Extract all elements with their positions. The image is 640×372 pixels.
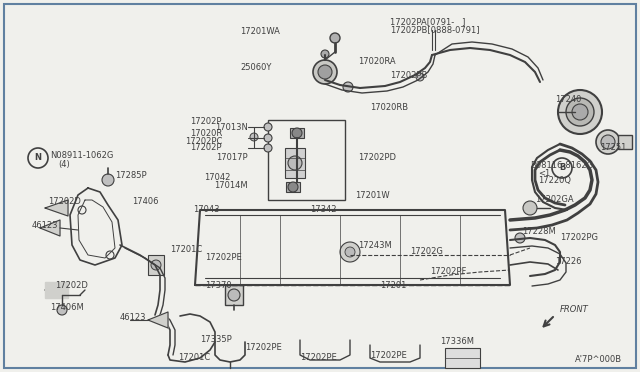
Circle shape — [28, 148, 48, 168]
Bar — [445, 348, 480, 368]
Text: 17202PE: 17202PE — [300, 353, 337, 362]
Text: 17228M: 17228M — [522, 228, 556, 237]
Text: 17285P: 17285P — [115, 170, 147, 180]
Circle shape — [416, 73, 424, 81]
Circle shape — [151, 260, 161, 270]
Text: 17201WA: 17201WA — [240, 28, 280, 36]
Text: 17220Q: 17220Q — [538, 176, 571, 185]
Text: 17202PB: 17202PB — [390, 71, 428, 80]
Circle shape — [558, 90, 602, 134]
Circle shape — [345, 247, 355, 257]
Circle shape — [330, 33, 340, 43]
Circle shape — [552, 158, 572, 178]
Text: 17042: 17042 — [204, 173, 230, 183]
Circle shape — [523, 201, 537, 215]
Bar — [225, 285, 243, 305]
Text: 17014M: 17014M — [214, 182, 248, 190]
Circle shape — [102, 174, 114, 186]
Circle shape — [340, 242, 360, 262]
Circle shape — [264, 123, 272, 131]
Circle shape — [250, 133, 258, 141]
Polygon shape — [45, 282, 68, 298]
Text: 17202PE: 17202PE — [245, 343, 282, 353]
Text: A'7P^000B: A'7P^000B — [575, 356, 622, 365]
Text: 46123: 46123 — [120, 314, 147, 323]
Circle shape — [288, 156, 302, 170]
Text: 17202GA: 17202GA — [535, 196, 573, 205]
Text: 17201C: 17201C — [178, 353, 211, 362]
Text: 17370: 17370 — [205, 280, 232, 289]
Text: 17202PG: 17202PG — [560, 234, 598, 243]
Circle shape — [292, 128, 302, 138]
Text: 46123: 46123 — [32, 221, 58, 230]
Circle shape — [601, 135, 615, 149]
Text: 17202PD: 17202PD — [358, 154, 396, 163]
Text: 17336M: 17336M — [440, 337, 474, 346]
Text: <1: <1 — [538, 169, 550, 177]
Text: N: N — [35, 154, 42, 163]
Text: 17406M: 17406M — [50, 304, 84, 312]
Text: 17202G: 17202G — [410, 247, 443, 257]
Bar — [268, 120, 345, 200]
Text: 17201W: 17201W — [355, 190, 390, 199]
Text: 17202PF: 17202PF — [430, 267, 467, 276]
Text: 17240: 17240 — [555, 96, 581, 105]
Text: 17226: 17226 — [555, 257, 582, 266]
Circle shape — [313, 60, 337, 84]
Text: 17202P: 17202P — [191, 144, 222, 153]
Text: 17243M: 17243M — [358, 241, 392, 250]
Circle shape — [318, 65, 332, 79]
Text: N08911-1062G: N08911-1062G — [50, 151, 113, 160]
Text: FRONT: FRONT — [560, 305, 589, 314]
Bar — [618, 135, 632, 149]
Text: 17201C: 17201C — [170, 246, 202, 254]
Circle shape — [515, 233, 525, 243]
Text: 17335P: 17335P — [200, 336, 232, 344]
Text: 17202PE: 17202PE — [370, 350, 407, 359]
Polygon shape — [148, 312, 168, 328]
Circle shape — [264, 144, 272, 152]
Text: (4): (4) — [58, 160, 70, 170]
Bar — [148, 255, 164, 275]
Polygon shape — [40, 220, 60, 236]
Text: B08116-8162G: B08116-8162G — [530, 160, 593, 170]
Text: 17202PA[0791-   ]: 17202PA[0791- ] — [390, 17, 465, 26]
Polygon shape — [45, 200, 68, 216]
Text: 17201: 17201 — [380, 280, 406, 289]
Circle shape — [343, 82, 353, 92]
Text: B: B — [559, 164, 565, 173]
Text: 17020RA: 17020RA — [358, 58, 396, 67]
Text: 17406: 17406 — [132, 198, 159, 206]
Bar — [290, 128, 304, 138]
Text: 17202PB[0888-0791]: 17202PB[0888-0791] — [390, 26, 479, 35]
Text: 17017P: 17017P — [216, 154, 248, 163]
Text: 17202PC: 17202PC — [184, 138, 222, 147]
Bar — [286, 182, 300, 192]
Text: 17202D: 17202D — [48, 198, 81, 206]
Circle shape — [57, 305, 67, 315]
Circle shape — [566, 98, 594, 126]
Text: 17202D: 17202D — [55, 280, 88, 289]
Circle shape — [264, 134, 272, 142]
Text: 17202PE: 17202PE — [205, 253, 242, 263]
Text: 17013N: 17013N — [215, 124, 248, 132]
Circle shape — [321, 50, 329, 58]
Text: 17202P: 17202P — [191, 118, 222, 126]
Circle shape — [596, 130, 620, 154]
Text: 17251: 17251 — [600, 144, 627, 153]
Circle shape — [288, 182, 298, 192]
Text: 25060Y: 25060Y — [241, 64, 272, 73]
Text: 17020RB: 17020RB — [370, 103, 408, 112]
Text: 17020R: 17020R — [189, 128, 222, 138]
Bar — [285, 148, 305, 178]
Text: 17342: 17342 — [310, 205, 337, 215]
Text: 17043: 17043 — [193, 205, 220, 215]
Circle shape — [228, 289, 240, 301]
Circle shape — [572, 104, 588, 120]
